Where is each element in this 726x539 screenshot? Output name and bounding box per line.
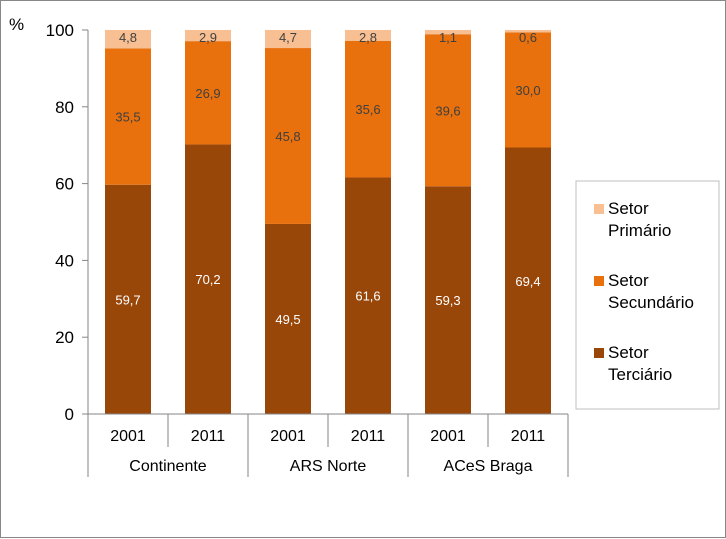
bar-segment: [505, 32, 551, 148]
x-tick-label: 2001: [430, 428, 466, 445]
bar-segment: [185, 41, 231, 145]
data-label: 4,8: [119, 30, 137, 45]
bar-segment: [265, 223, 311, 414]
legend-label: Setor Secundário: [608, 271, 694, 312]
data-label: 30,0: [515, 83, 540, 98]
bar-segment: [345, 177, 391, 414]
legend-box: [575, 180, 720, 410]
x-tick-label: 2001: [270, 428, 306, 445]
legend-swatch: [594, 276, 604, 286]
bar-segment: [505, 30, 551, 33]
data-label: 1,1: [439, 30, 457, 45]
y-tick-label: 60: [55, 175, 74, 194]
bar-segment: [105, 184, 151, 414]
data-label: 4,7: [279, 30, 297, 45]
group-label: ARS Norte: [290, 458, 367, 475]
bar-segment: [505, 147, 551, 414]
bar-segment: [425, 30, 471, 35]
data-label: 2,9: [199, 30, 217, 45]
bar-segment: [185, 30, 231, 42]
data-label: 0,6: [519, 30, 537, 45]
data-label: 2,8: [359, 30, 377, 45]
x-tick-label: 2011: [351, 428, 386, 445]
data-label: 39,6: [435, 103, 460, 118]
data-label: 61,6: [355, 289, 380, 304]
group-label: Continente: [129, 458, 206, 475]
x-tick-label: 2001: [110, 428, 146, 445]
data-label: 35,6: [355, 102, 380, 117]
data-label: 59,3: [435, 293, 460, 308]
y-tick-label: 40: [55, 251, 74, 270]
legend-label: Setor Terciário: [608, 343, 672, 384]
data-label: 59,7: [115, 292, 140, 307]
y-tick-label: 100: [46, 21, 74, 40]
bar-segment: [345, 30, 391, 41]
y-tick-label: 0: [65, 405, 74, 424]
bar-segment: [185, 144, 231, 414]
x-tick-label: 2011: [191, 428, 226, 445]
y-tick-label: 20: [55, 328, 74, 347]
bar-segment: [425, 34, 471, 187]
data-label: 49,5: [275, 312, 300, 327]
legend-label: Setor Primário: [608, 199, 671, 240]
data-label: 69,4: [515, 274, 540, 289]
bar-segment: [105, 48, 151, 185]
data-label: 35,5: [115, 110, 140, 125]
data-label: 70,2: [195, 272, 220, 287]
group-label: ACeS Braga: [444, 458, 533, 475]
data-label: 45,8: [275, 129, 300, 144]
bar-segment: [425, 186, 471, 414]
bar-segment: [345, 40, 391, 178]
x-tick-label: 2011: [511, 428, 546, 445]
legend-swatch: [594, 348, 604, 358]
legend-swatch: [594, 204, 604, 214]
data-label: 26,9: [195, 86, 220, 101]
bar-segment: [265, 48, 311, 224]
bar-segment: [265, 30, 311, 49]
bar-segment: [105, 30, 151, 49]
y-tick-label: 80: [55, 98, 74, 117]
y-axis-label: %: [9, 15, 24, 34]
